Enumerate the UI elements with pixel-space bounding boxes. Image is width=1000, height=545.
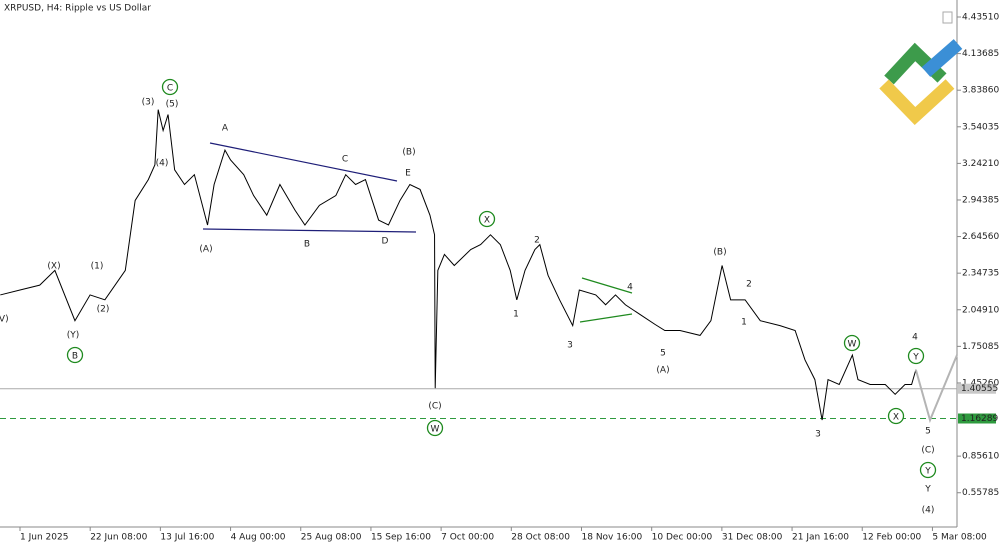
wave-circle <box>887 407 905 425</box>
y-tick-label: 2.94385 <box>962 195 999 205</box>
wave-label: W <box>848 340 857 350</box>
wave-label: B <box>72 352 78 362</box>
toolbar-icon[interactable] <box>942 11 953 24</box>
chart-title: XRPUSD, H4: Ripple vs US Dollar <box>4 4 151 14</box>
wave-label: Y <box>912 353 919 363</box>
wave-label: (2) <box>97 305 110 315</box>
logo-yellow <box>879 79 955 126</box>
wave-label: C <box>342 155 348 165</box>
x-tick-label: 22 Jun 08:00 <box>90 533 147 543</box>
x-tick-label: 28 Oct 08:00 <box>511 533 570 543</box>
wave-label: X <box>893 413 899 423</box>
x-tick-label: 5 Mar 08:00 <box>932 533 987 543</box>
wave-label: B <box>304 240 310 250</box>
wave-label: (3) <box>142 98 155 108</box>
logo <box>879 39 963 126</box>
wave-label: (A) <box>656 366 669 376</box>
trendline <box>202 228 417 233</box>
x-tick-label: 18 Nov 16:00 <box>582 533 643 543</box>
x-tick-label: 10 Dec 00:00 <box>652 533 713 543</box>
trendlines <box>202 142 633 323</box>
x-tick-label: 15 Sep 16:00 <box>371 533 431 543</box>
y-tick-label: 3.54035 <box>962 122 999 132</box>
wave-label: (B) <box>402 148 415 158</box>
wave-label: Y <box>924 485 931 495</box>
trendline <box>209 142 398 182</box>
level-box <box>958 413 996 424</box>
wave-label: (1) <box>91 262 104 272</box>
wave-label: (4) <box>922 506 935 516</box>
wave-label: (X) <box>47 262 60 272</box>
y-tick-label: 2.34735 <box>962 269 999 279</box>
y-tick-label: 1.75085 <box>962 342 999 352</box>
x-tick-label: 25 Aug 08:00 <box>301 533 362 543</box>
wave-label: (V) <box>0 315 9 325</box>
y-tick-label: 1.45260 <box>962 378 999 388</box>
wave-label: 4 <box>627 283 633 293</box>
wave-label: 3 <box>567 341 573 351</box>
wave-circle <box>907 347 925 365</box>
wave-label: A <box>222 124 229 134</box>
wave-label: C <box>167 84 173 94</box>
trendline <box>579 313 633 323</box>
wave-circle <box>843 334 861 352</box>
y-tick-label: 2.04910 <box>962 305 999 315</box>
wave-circle <box>478 210 496 228</box>
x-tick-label: 21 Jan 16:00 <box>792 533 849 543</box>
wave-label: (5) <box>166 100 179 110</box>
price-line-series <box>914 354 958 424</box>
x-tick-label: 13 Jul 16:00 <box>160 533 214 543</box>
wave-circle <box>161 78 179 96</box>
x-tick-label: 1 Jun 2025 <box>20 533 68 543</box>
wave-label: W <box>431 425 440 435</box>
wave-label: (Y) <box>67 331 80 341</box>
wave-circle <box>919 461 937 479</box>
wave-label: 5 <box>660 349 666 359</box>
wave-label: 1 <box>741 318 747 328</box>
price-box <box>958 383 996 394</box>
price-line-series <box>0 109 917 421</box>
x-tick-label: 12 Feb 00:00 <box>862 533 921 543</box>
wave-label: (4) <box>156 159 169 169</box>
x-tick-label: 31 Dec 08:00 <box>722 533 783 543</box>
x-tick-label: 7 Oct 00:00 <box>441 533 494 543</box>
wave-label: (C) <box>921 446 934 456</box>
wave-label: 5 <box>925 427 931 437</box>
level-label: 1.16289 <box>961 414 998 424</box>
x-tick-label: 4 Aug 00:00 <box>231 533 286 543</box>
y-tick-label: 0.55785 <box>962 488 999 498</box>
wave-label: (C) <box>428 402 441 412</box>
wave-label: (B) <box>713 248 726 258</box>
y-tick-label: 3.83860 <box>962 86 999 96</box>
wave-label: Y <box>924 467 931 477</box>
price-label: 1.40555 <box>961 384 998 394</box>
wave-label: D <box>382 237 389 247</box>
wave-label: 2 <box>746 280 752 290</box>
y-tick-label: 0.85610 <box>962 452 999 462</box>
wave-label: 4 <box>912 333 918 343</box>
trendline <box>581 277 633 294</box>
wave-circle <box>426 419 444 437</box>
wave-label: 3 <box>815 430 821 440</box>
wave-label: X <box>484 216 490 226</box>
y-tick-label: 3.24210 <box>962 159 999 169</box>
wave-label: 1 <box>513 310 519 320</box>
wave-label: 2 <box>534 236 540 246</box>
wave-label: (A) <box>199 245 212 255</box>
logo-blue <box>921 39 963 77</box>
wave-label: E <box>405 169 411 179</box>
y-tick-label: 4.13685 <box>962 49 999 59</box>
wave-circle <box>66 346 84 364</box>
y-tick-label: 2.64560 <box>962 232 999 242</box>
y-tick-label: 4.43510 <box>962 13 999 23</box>
